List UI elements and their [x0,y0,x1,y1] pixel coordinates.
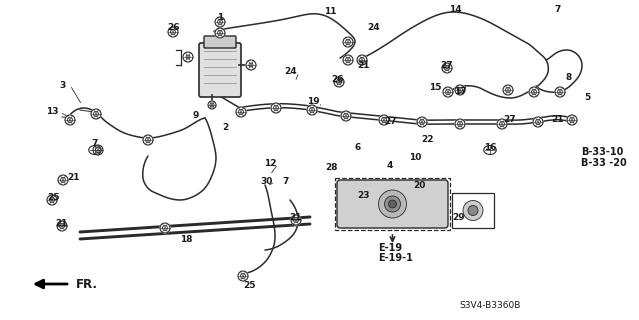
Circle shape [215,17,225,27]
Circle shape [168,27,178,37]
Text: E-19: E-19 [378,243,402,253]
Text: B-33-10: B-33-10 [581,147,624,157]
Circle shape [442,63,452,73]
Text: 24: 24 [367,23,380,33]
Text: 27: 27 [441,60,453,69]
Text: 7: 7 [283,178,289,187]
Circle shape [555,87,565,97]
FancyBboxPatch shape [199,43,241,97]
Circle shape [215,28,225,38]
Text: 29: 29 [452,213,465,222]
Circle shape [463,201,483,220]
Text: 26: 26 [167,23,180,33]
Text: 21: 21 [56,220,68,228]
Text: 21: 21 [551,116,563,124]
Circle shape [271,103,281,113]
Circle shape [357,55,367,65]
Circle shape [497,119,507,129]
Text: 6: 6 [355,143,361,153]
Text: 18: 18 [180,236,192,244]
Text: 22: 22 [420,135,433,145]
Circle shape [57,221,67,231]
Text: B-33 -20: B-33 -20 [581,158,627,168]
Text: S3V4-B3360B: S3V4-B3360B [459,300,521,309]
Ellipse shape [89,146,101,155]
Circle shape [443,87,453,97]
Circle shape [236,107,246,117]
Circle shape [238,271,248,281]
Text: 13: 13 [46,108,58,116]
Circle shape [246,60,256,70]
Text: 7: 7 [92,140,98,148]
Circle shape [385,196,401,212]
Text: 21: 21 [66,173,79,182]
Circle shape [378,190,406,218]
Text: 30: 30 [261,178,273,187]
Circle shape [567,115,577,125]
Circle shape [503,85,513,95]
Circle shape [417,117,427,127]
Text: 27: 27 [504,116,516,124]
Text: 14: 14 [449,5,461,14]
Bar [335,178,450,230]
Bar [452,193,494,228]
Circle shape [529,87,539,97]
Text: 16: 16 [484,143,497,153]
Circle shape [208,101,216,109]
Circle shape [307,105,317,115]
Circle shape [379,115,389,125]
Text: 15: 15 [429,84,442,92]
Text: 12: 12 [264,159,276,169]
Text: 28: 28 [326,164,338,172]
Text: 5: 5 [584,93,590,102]
Text: 11: 11 [324,7,336,17]
Text: 17: 17 [454,87,466,97]
Circle shape [533,117,543,127]
Text: 3: 3 [59,81,65,90]
Ellipse shape [484,146,497,155]
Circle shape [455,119,465,129]
Text: 26: 26 [332,76,344,84]
Circle shape [341,111,351,121]
Circle shape [160,223,170,233]
Circle shape [143,135,153,145]
Circle shape [93,145,103,155]
Text: 20: 20 [413,180,425,189]
Text: 23: 23 [357,190,369,199]
Text: 25: 25 [243,282,255,291]
Circle shape [91,109,101,119]
Circle shape [58,175,68,185]
Text: 1: 1 [217,13,223,22]
Text: 4: 4 [387,161,393,170]
Circle shape [343,37,353,47]
Text: 27: 27 [385,117,397,126]
Circle shape [343,55,353,65]
Text: FR.: FR. [76,277,98,291]
Text: 21: 21 [357,60,369,69]
Text: 9: 9 [193,111,199,121]
FancyBboxPatch shape [204,36,236,48]
Circle shape [291,215,301,225]
Text: 2: 2 [222,124,228,132]
Text: E-19-1: E-19-1 [378,253,413,263]
Circle shape [389,200,397,208]
Circle shape [65,115,75,125]
Circle shape [183,52,193,62]
Text: 19: 19 [307,98,320,107]
Text: 8: 8 [566,74,572,83]
Circle shape [47,195,57,205]
Text: 24: 24 [285,68,297,76]
Circle shape [334,77,344,87]
Text: 21: 21 [289,213,302,222]
Circle shape [455,85,465,95]
Text: 25: 25 [48,194,60,203]
Text: 7: 7 [555,5,561,14]
Text: 10: 10 [409,154,421,163]
FancyBboxPatch shape [337,180,448,228]
Circle shape [468,205,478,215]
